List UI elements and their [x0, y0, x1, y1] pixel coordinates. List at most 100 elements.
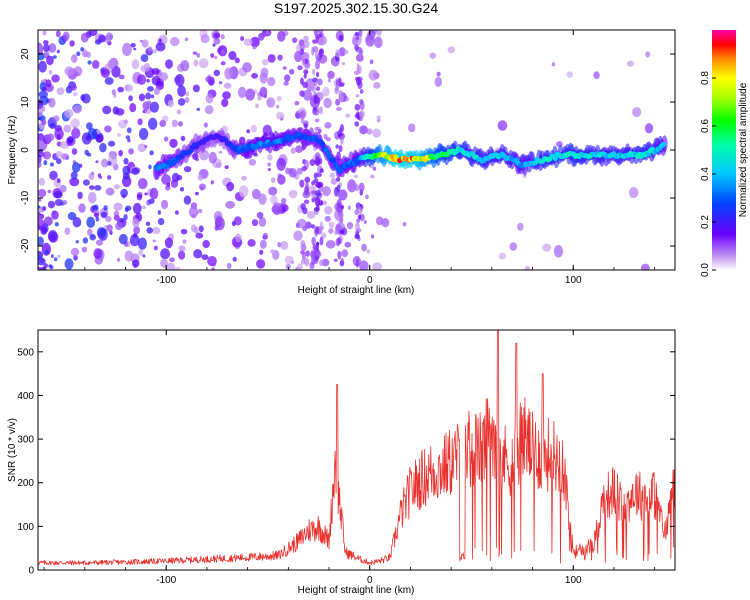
spectrogram-streak-cell [300, 117, 305, 124]
spectrogram-noise-cell [123, 157, 129, 165]
spectrogram-noise-cell [56, 178, 61, 184]
spectrogram-noise-cell [325, 136, 331, 142]
spectrogram-streak-cell [313, 30, 319, 36]
spectrogram-noise-cell [262, 232, 268, 239]
spectrogram-noise-cell [96, 134, 104, 143]
spectrogram-noise-cell [429, 52, 436, 59]
spectrogram-noise-cell [256, 259, 266, 269]
spectrogram-noise-cell [551, 62, 556, 67]
spectrogram-noise-cell [250, 36, 260, 48]
spectrogram-noise-cell [38, 108, 44, 118]
spectrogram-noise-cell [295, 145, 304, 153]
spectrogram-noise-cell [123, 214, 128, 221]
spectrogram-noise-cell [42, 44, 50, 52]
spectrogram-noise-cell [48, 43, 57, 53]
spectrogram-noise-cell [64, 66, 74, 77]
spectrogram-noise-cell [47, 200, 56, 209]
spectrogram-noise-cell [63, 124, 72, 133]
spectrogram-noise-cell [104, 125, 112, 133]
spectrogram-noise-cell [163, 136, 169, 142]
spectrogram-noise-cell [292, 37, 298, 44]
spectrogram-noise-cell [80, 32, 89, 43]
spectrogram-noise-cell [127, 138, 131, 143]
spectrogram-noise-cell [267, 53, 276, 63]
spectrogram-noise-cell [314, 52, 320, 58]
snr-ytick-label: 400 [17, 391, 34, 402]
spectrogram-noise-cell [374, 36, 383, 49]
spectrogram-noise-cell [149, 187, 159, 200]
spectrogram-streak-cell [313, 109, 320, 116]
spectrogram-noise-cell [69, 40, 75, 47]
spectrogram-ytick-label: 0 [20, 147, 31, 153]
spectrogram-streak-cell [314, 189, 321, 197]
spectrogram-noise-cell [95, 216, 100, 222]
spectrogram-noise-cell [321, 232, 327, 239]
spectrogram-noise-cell [61, 200, 68, 206]
snr-xtick-label: -100 [156, 575, 176, 586]
spectrogram-noise-cell [86, 122, 93, 130]
spectrogram-noise-cell [131, 167, 140, 175]
spectrogram-noise-cell [113, 214, 120, 221]
spectrogram-streak-cell [316, 71, 320, 78]
colorbar-tick-label: 0.6 [700, 119, 711, 133]
spectrogram-noise-cell [87, 228, 93, 236]
spectrogram-noise-cell [193, 226, 199, 234]
spectrogram-noise-cell [296, 167, 303, 175]
spectrogram-noise-cell [77, 191, 83, 200]
spectrogram-noise-cell [94, 184, 102, 191]
spectrogram-noise-cell [40, 258, 44, 264]
spectrogram-streak-cell [334, 186, 339, 197]
spectrogram-xtick-label: -100 [156, 275, 176, 286]
spectrogram-noise-cell [178, 245, 186, 252]
spectrogram-noise-cell [51, 210, 59, 220]
spectrogram-ridge-cell [552, 155, 558, 161]
spectrogram-noise-cell [375, 216, 384, 226]
spectrogram-noise-cell [258, 193, 267, 205]
spectrogram-noise-cell [147, 117, 158, 130]
spectrogram-noise-cell [85, 134, 92, 141]
spectrogram-noise-cell [644, 123, 654, 134]
spectrogram-noise-cell [86, 51, 92, 59]
spectrogram-noise-cell [323, 200, 327, 205]
spectrogram-noise-cell [118, 233, 128, 245]
spectrogram-noise-cell [566, 71, 573, 78]
spectrogram-noise-cell [328, 228, 334, 234]
spectrogram-noise-cell [82, 237, 89, 244]
spectrogram-streak-cell [319, 221, 323, 230]
spectrogram-noise-cell [270, 177, 276, 184]
spectrogram-noise-cell [64, 227, 71, 235]
colorbar-tick-label: 0.0 [700, 263, 711, 277]
spectrogram-noise-cell [214, 225, 219, 231]
spectrogram-noise-cell [215, 162, 222, 168]
spectrogram-noise-cell [125, 135, 131, 140]
spectrogram-noise-cell [42, 30, 47, 36]
spectrogram-streak-cell [353, 70, 360, 75]
spectrogram-noise-cell [355, 94, 360, 98]
spectrogram-noise-cell [553, 245, 564, 258]
spectrogram-noise-cell [105, 216, 112, 223]
spectrogram-noise-cell [226, 262, 232, 269]
spectrogram-noise-cell [498, 252, 507, 260]
spectrogram-streak-cell [303, 69, 309, 75]
spectrogram-noise-cell [38, 160, 42, 168]
spectrogram-noise-cell [196, 52, 201, 58]
spectrogram-streak-cell [338, 34, 344, 42]
spectrogram-noise-cell [346, 221, 354, 230]
colorbar: 0.0 0.2 0.4 0.6 0.8 Normalized spectral ampl… [700, 30, 749, 277]
spectrogram-noise-cell [497, 120, 508, 131]
spectrogram-noise-cell [149, 150, 154, 156]
spectrogram-noise-cell [137, 237, 147, 250]
spectrogram-streak-cell [358, 49, 364, 54]
spectrogram-noise-cell [166, 182, 171, 187]
spectrogram-streak-cell [317, 30, 324, 34]
spectrogram-noise-cell [98, 234, 102, 239]
spectrogram-xtick-label: 0 [367, 275, 373, 286]
spectrogram-noise-cell [102, 105, 112, 115]
spectrogram-noise-cell [251, 219, 259, 227]
spectrogram-noise-cell [38, 101, 42, 107]
spectrogram-noise-cell [223, 82, 232, 89]
snr-ytick-label: 200 [17, 478, 34, 489]
spectrogram-noise-cell [268, 186, 278, 196]
spectrogram-noise-cell [124, 250, 134, 262]
